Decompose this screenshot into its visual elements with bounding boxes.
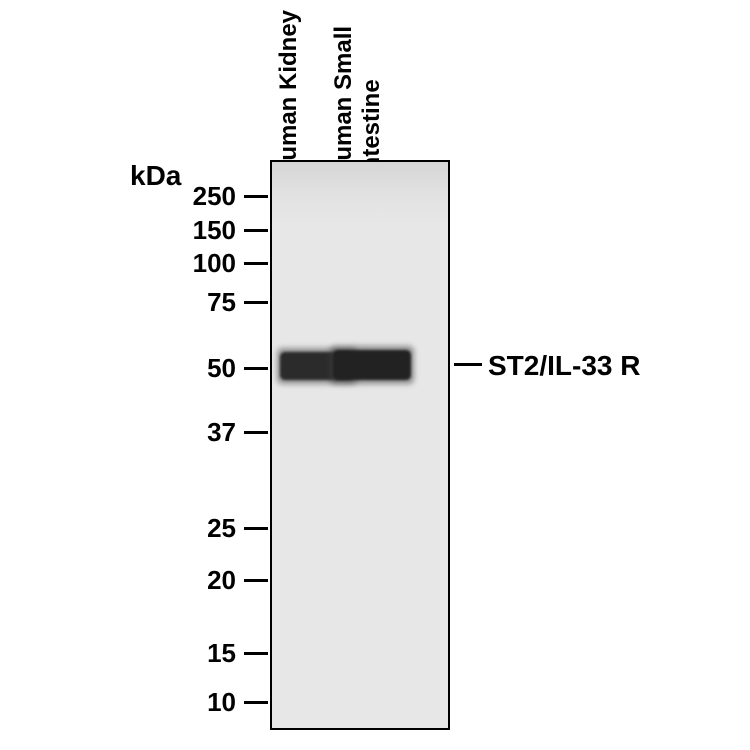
band-label: ST2/IL-33 R: [488, 350, 640, 382]
marker-tick: [244, 195, 268, 198]
marker-tick: [244, 262, 268, 265]
marker-tick: [244, 579, 268, 582]
band-pointer-line: [454, 363, 482, 366]
marker-tick: [244, 367, 268, 370]
marker-value: 25: [207, 513, 236, 544]
blot-background: [272, 162, 448, 728]
protein-band: [333, 350, 411, 380]
marker-tick: [244, 527, 268, 530]
marker-tick: [244, 431, 268, 434]
lane-label: Human Small: [330, 26, 358, 178]
marker-value: 250: [193, 181, 236, 212]
marker-value: 10: [207, 687, 236, 718]
marker-value: 100: [193, 248, 236, 279]
marker-value: 15: [207, 638, 236, 669]
marker-tick: [244, 229, 268, 232]
marker-tick: [244, 301, 268, 304]
lane-label: Human Kidney: [275, 10, 303, 178]
marker-tick: [244, 652, 268, 655]
axis-unit-label: kDa: [130, 160, 181, 192]
figure-canvas: kDa Human KidneyHuman SmallIntestine 250…: [0, 0, 750, 750]
marker-value: 50: [207, 353, 236, 384]
marker-tick: [244, 701, 268, 704]
marker-value: 150: [193, 215, 236, 246]
marker-value: 75: [207, 287, 236, 318]
marker-value: 20: [207, 565, 236, 596]
marker-value: 37: [207, 417, 236, 448]
blot-membrane: [270, 160, 450, 730]
